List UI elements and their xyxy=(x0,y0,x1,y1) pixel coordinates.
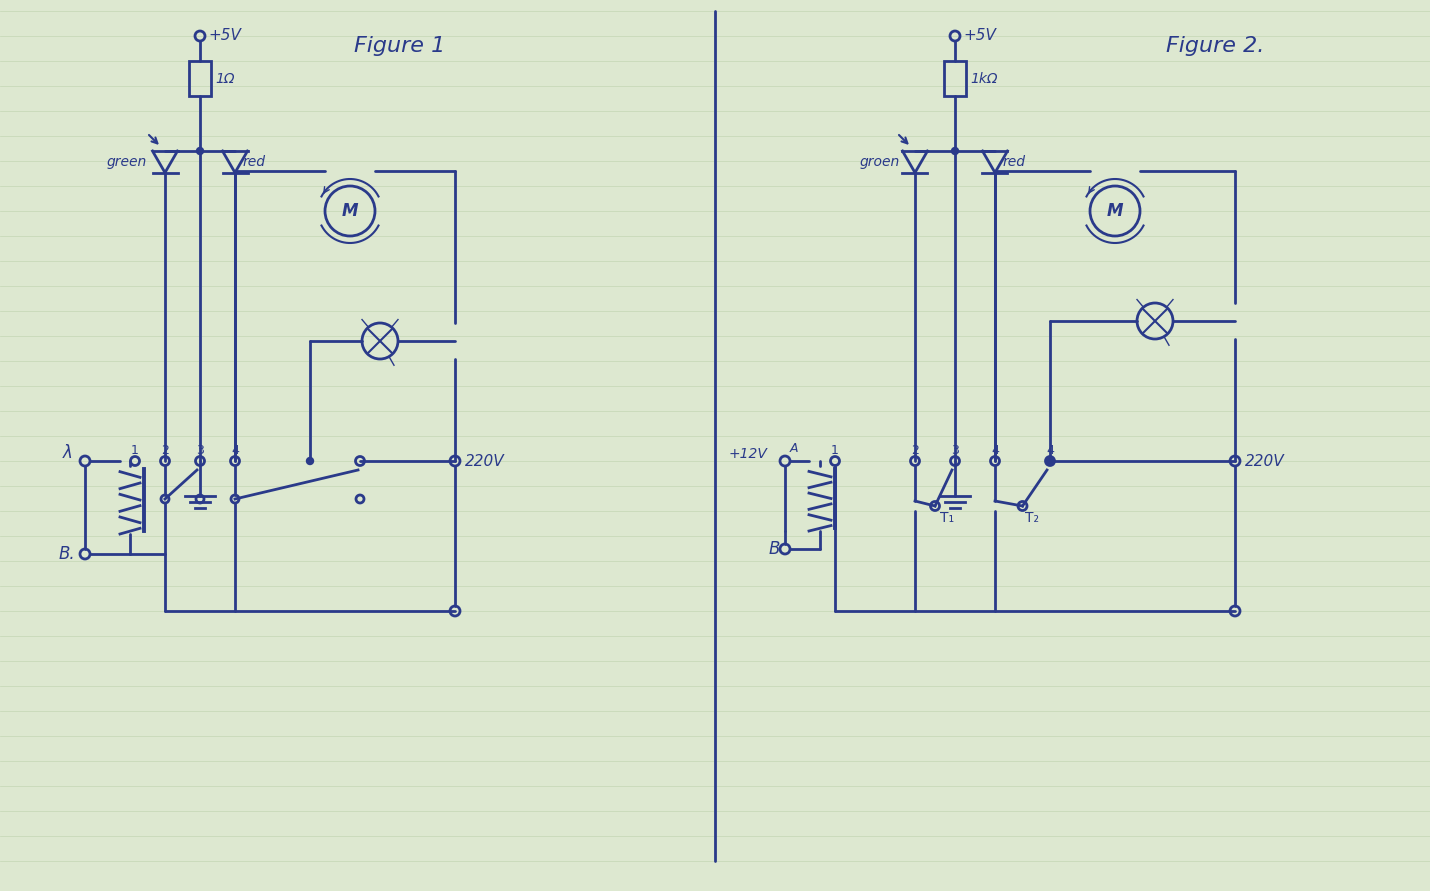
Text: 2: 2 xyxy=(162,445,169,457)
Text: 1: 1 xyxy=(831,445,839,457)
Text: red: red xyxy=(1002,155,1025,168)
Text: +5V: +5V xyxy=(962,28,995,43)
Text: T₁: T₁ xyxy=(940,511,954,525)
Text: 1: 1 xyxy=(132,445,139,457)
Text: green: green xyxy=(107,155,147,168)
Text: 1Ω: 1Ω xyxy=(214,72,235,86)
Circle shape xyxy=(1047,457,1054,464)
Circle shape xyxy=(951,148,958,154)
Circle shape xyxy=(306,457,313,464)
Text: B.: B. xyxy=(59,545,74,563)
Text: 1kΩ: 1kΩ xyxy=(970,72,998,86)
Circle shape xyxy=(196,148,203,154)
Text: 4: 4 xyxy=(991,445,1000,457)
Bar xyxy=(189,61,212,96)
Text: Figure 1: Figure 1 xyxy=(355,36,446,56)
Text: 3: 3 xyxy=(951,445,960,457)
Text: M: M xyxy=(1107,202,1123,220)
Text: 220V: 220V xyxy=(1246,454,1284,469)
Text: A: A xyxy=(789,443,798,455)
Text: red: red xyxy=(243,155,266,168)
Text: 4: 4 xyxy=(1047,445,1054,457)
Text: +5V: +5V xyxy=(207,28,240,43)
Text: +12V: +12V xyxy=(728,447,766,461)
Text: Figure 2.: Figure 2. xyxy=(1165,36,1264,56)
Text: T₂: T₂ xyxy=(1025,511,1040,525)
Bar xyxy=(944,61,967,96)
Text: 2: 2 xyxy=(911,445,919,457)
Text: groen: groen xyxy=(859,155,899,168)
Text: 3: 3 xyxy=(196,445,204,457)
Text: 220V: 220V xyxy=(465,454,505,469)
Text: 4: 4 xyxy=(232,445,239,457)
Text: B: B xyxy=(768,540,779,558)
Text: λ: λ xyxy=(63,444,73,462)
Text: M: M xyxy=(342,202,359,220)
